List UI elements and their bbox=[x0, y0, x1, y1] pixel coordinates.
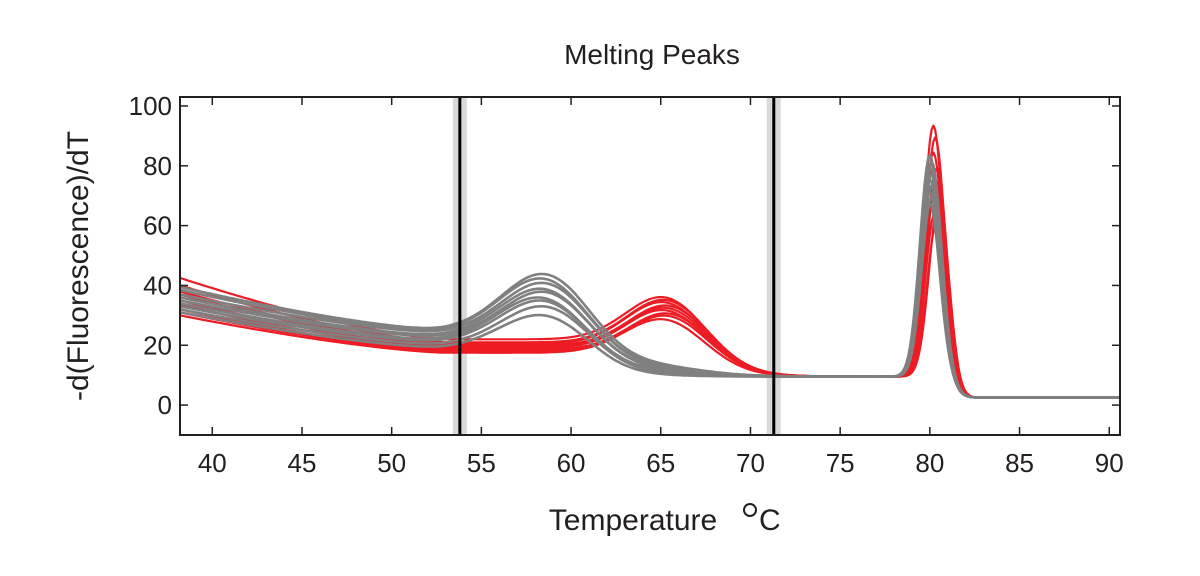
svg-text:Temperature: Temperature bbox=[549, 504, 717, 537]
degree-symbol-icon bbox=[743, 503, 757, 517]
data-series bbox=[179, 124, 1120, 399]
x-tick-label: 60 bbox=[557, 448, 586, 478]
chart-title: Melting Peaks bbox=[564, 39, 740, 70]
x-tick-label: 80 bbox=[915, 448, 944, 478]
series-gray-5 bbox=[179, 178, 1120, 399]
x-axis-unit: C bbox=[759, 504, 781, 537]
x-tick-label: 70 bbox=[736, 448, 765, 478]
series-red-1 bbox=[179, 124, 1120, 399]
y-tick-label: 20 bbox=[143, 330, 172, 360]
x-tick-label: 90 bbox=[1095, 448, 1124, 478]
y-tick-label: 40 bbox=[143, 270, 172, 300]
y-axis-label: -d(Fluorescence)/dT bbox=[62, 131, 95, 401]
x-tick-label: 40 bbox=[198, 448, 227, 478]
x-axis-label: Temperature C bbox=[549, 503, 781, 537]
series-red-2 bbox=[179, 136, 1120, 399]
threshold-bands bbox=[452, 97, 781, 435]
y-tick-label: 0 bbox=[158, 390, 172, 420]
x-tick-label: 55 bbox=[467, 448, 496, 478]
x-tick-label: 65 bbox=[646, 448, 675, 478]
y-tick-label: 60 bbox=[143, 211, 172, 241]
x-tick-label: 50 bbox=[377, 448, 406, 478]
y-tick-label: 100 bbox=[129, 91, 172, 121]
threshold-lines bbox=[458, 97, 776, 435]
series-gray-9 bbox=[179, 202, 1120, 399]
x-tick-label: 85 bbox=[1005, 448, 1034, 478]
y-tick-label: 80 bbox=[143, 151, 172, 181]
y-axis-ticks: 0 20 40 60 80 100 bbox=[129, 91, 1120, 420]
series-gray-4 bbox=[179, 172, 1120, 399]
x-tick-label: 75 bbox=[826, 448, 855, 478]
x-tick-label: 45 bbox=[288, 448, 317, 478]
series-red-9 bbox=[179, 220, 1120, 399]
series-gray-3 bbox=[179, 166, 1120, 399]
x-axis-label-text: Temperature bbox=[549, 504, 717, 537]
plot-frame bbox=[179, 96, 1121, 436]
x-axis-ticks: 40 45 50 55 60 65 70 75 80 85 90 bbox=[198, 97, 1124, 478]
